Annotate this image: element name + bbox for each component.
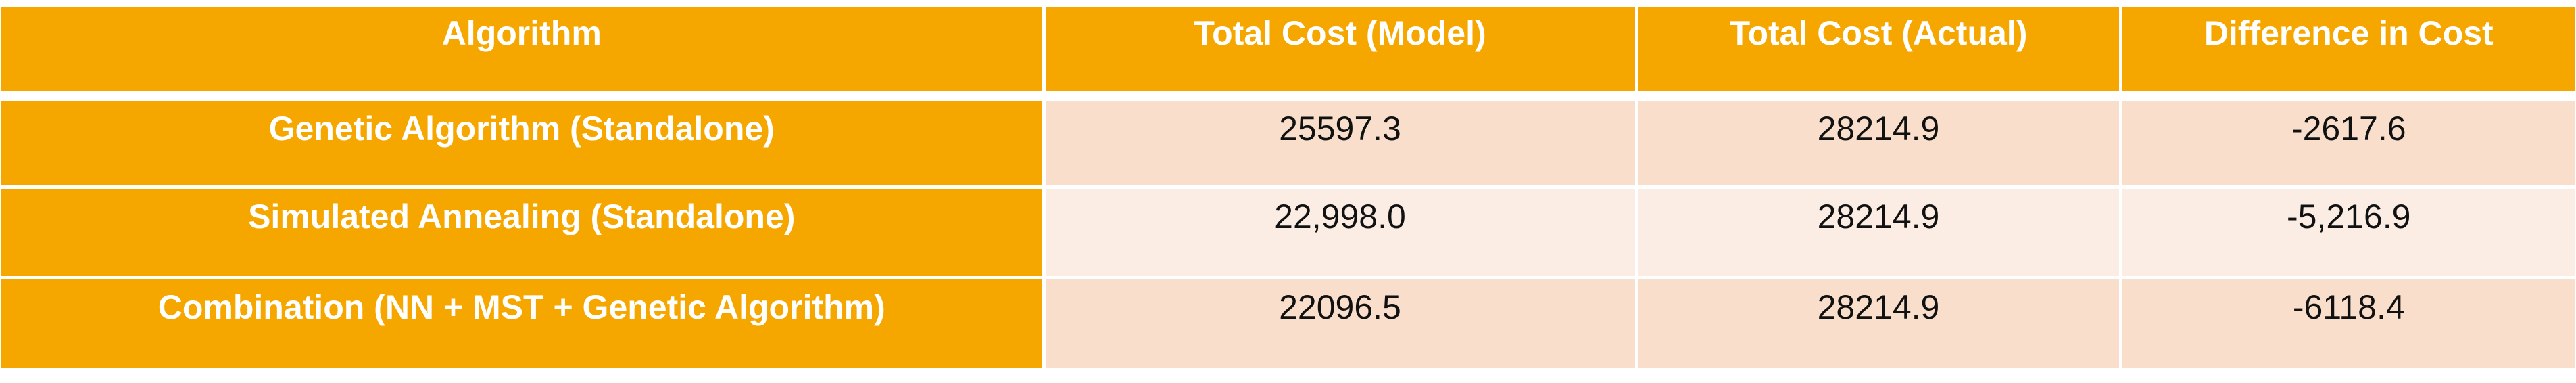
table-row: Simulated Annealing (Standalone) 22,998.…	[1, 187, 2575, 279]
actual-cost-cell: 28214.9	[1636, 277, 2122, 368]
cost-comparison-table: Algorithm Total Cost (Model) Total Cost …	[1, 7, 2575, 368]
difference-cell: -6118.4	[2120, 277, 2575, 368]
model-cost-cell: 22,998.0	[1044, 187, 1638, 279]
table-row: Combination (NN + MST + Genetic Algorith…	[1, 277, 2575, 368]
header-total-cost-actual: Total Cost (Actual)	[1636, 7, 2122, 96]
header-row: Algorithm Total Cost (Model) Total Cost …	[1, 7, 2575, 96]
header-total-cost-model: Total Cost (Model)	[1044, 7, 1638, 96]
actual-cost-cell: 28214.9	[1636, 187, 2122, 279]
table-header: Algorithm Total Cost (Model) Total Cost …	[1, 7, 2575, 96]
difference-cell: -5,216.9	[2120, 187, 2575, 279]
model-cost-cell: 25597.3	[1044, 96, 1638, 189]
algorithm-cell: Combination (NN + MST + Genetic Algorith…	[1, 277, 1046, 368]
model-cost-cell: 22096.5	[1044, 277, 1638, 368]
actual-cost-cell: 28214.9	[1636, 96, 2122, 189]
table-body: Genetic Algorithm (Standalone) 25597.3 2…	[1, 96, 2575, 368]
table-row: Genetic Algorithm (Standalone) 25597.3 2…	[1, 96, 2575, 189]
algorithm-cell: Simulated Annealing (Standalone)	[1, 187, 1046, 279]
header-algorithm: Algorithm	[1, 7, 1046, 96]
algorithm-cell: Genetic Algorithm (Standalone)	[1, 96, 1046, 189]
difference-cell: -2617.6	[2120, 96, 2575, 189]
header-difference-in-cost: Difference in Cost	[2120, 7, 2575, 96]
